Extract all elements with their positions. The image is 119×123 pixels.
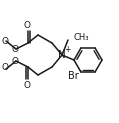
Text: O: O	[23, 80, 30, 90]
Text: O: O	[12, 56, 18, 66]
Text: +: +	[64, 46, 70, 54]
Text: O: O	[2, 63, 8, 72]
Text: O: O	[12, 45, 18, 54]
Text: N: N	[58, 50, 66, 60]
Text: ⁻: ⁻	[78, 68, 82, 77]
Text: Br: Br	[68, 71, 78, 81]
Text: CH₃: CH₃	[73, 32, 89, 41]
Text: O: O	[2, 38, 8, 46]
Text: O: O	[23, 21, 30, 30]
